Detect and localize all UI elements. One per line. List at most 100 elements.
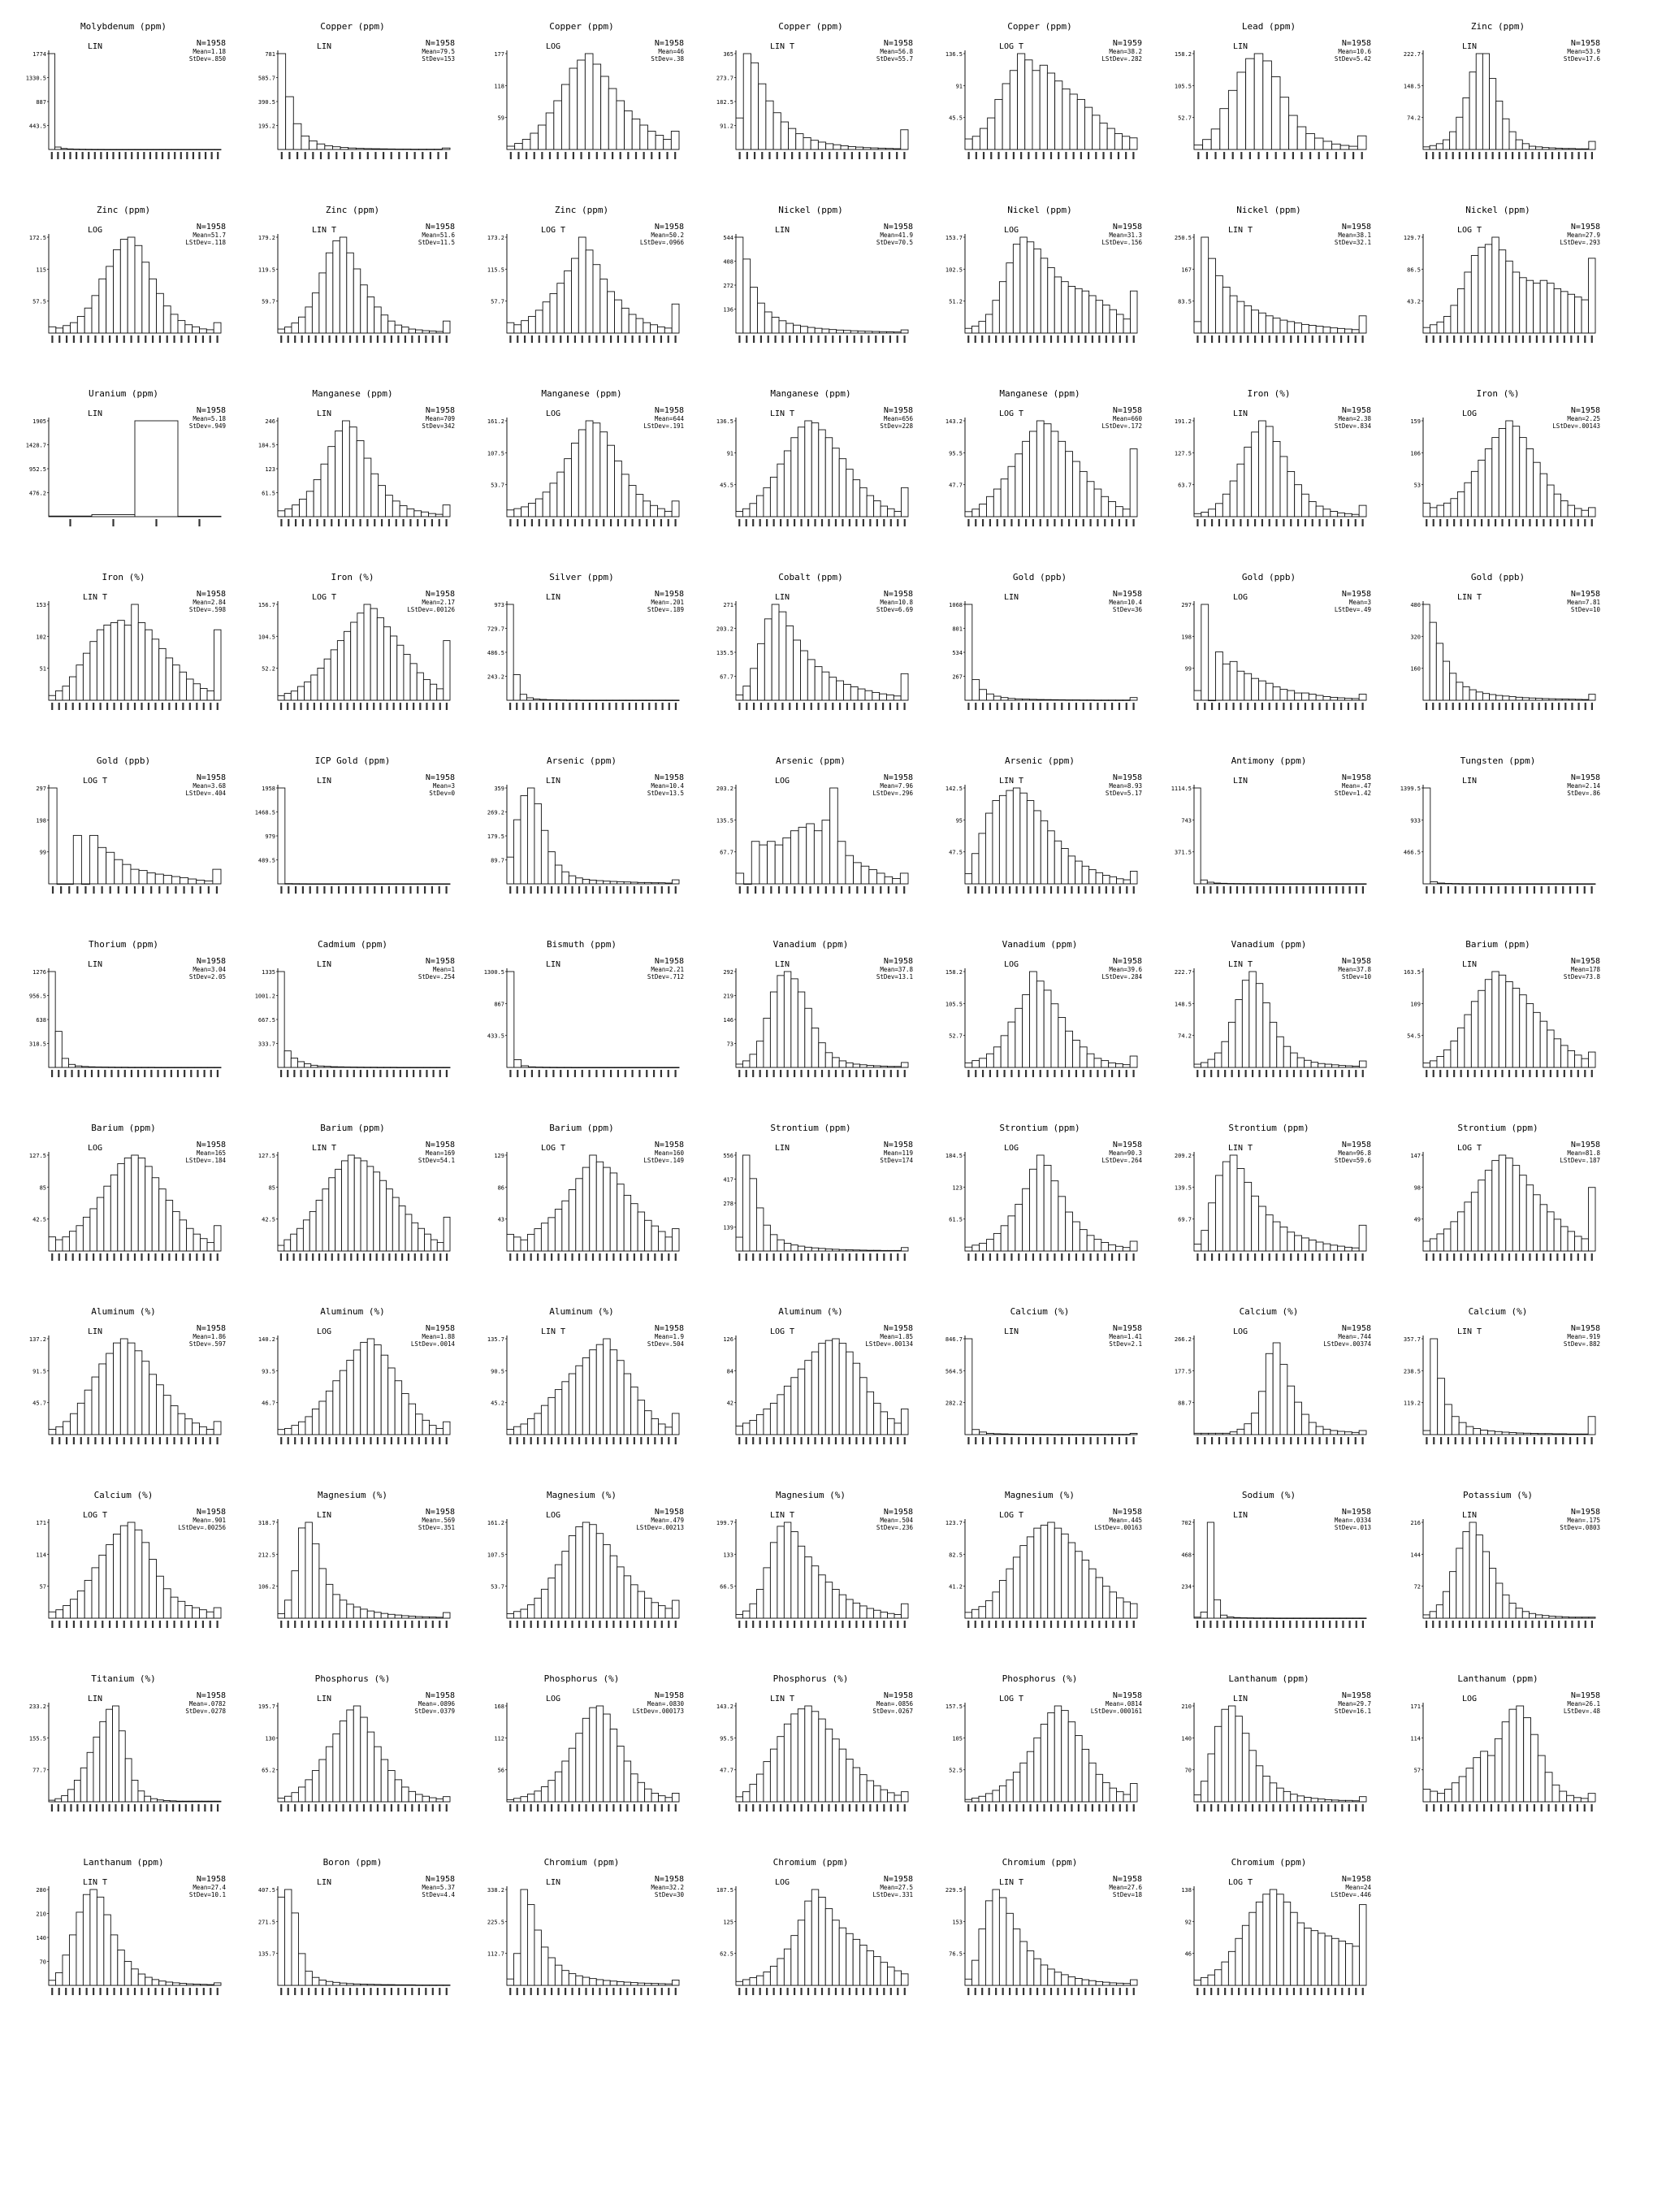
- mean-label: Mean=5.18: [193, 415, 226, 422]
- histogram-bar: [339, 1982, 348, 1986]
- histogram-bar: [119, 1338, 128, 1435]
- histogram-panel: Barium (ppm)LOG N=1958Mean=165LStDev=.184…: [29, 1123, 226, 1261]
- histogram-bar: [790, 1531, 798, 1619]
- histogram-bar: [1587, 1416, 1596, 1435]
- histogram-bar: [390, 1067, 398, 1068]
- histogram-bar: [363, 604, 371, 701]
- y-tick-label: 139.5: [1175, 1184, 1192, 1191]
- histogram-bar: [277, 971, 285, 1068]
- histogram-bar: [513, 1611, 521, 1619]
- histogram-bar: [1344, 328, 1352, 334]
- histogram-bar: [1430, 881, 1439, 885]
- histogram-bar: [804, 420, 812, 517]
- histogram-bar: [284, 883, 293, 885]
- histogram-bar: [1272, 686, 1281, 701]
- histogram-bar: [556, 471, 565, 517]
- histogram-bar: [1287, 1232, 1296, 1252]
- histogram-bar: [1040, 258, 1049, 334]
- histogram-bar: [172, 664, 180, 701]
- y-tick-label: 158.2: [946, 969, 963, 976]
- histogram-bar: [1115, 1063, 1123, 1068]
- stdev-label: StDev=342: [422, 422, 455, 430]
- histogram-bar: [1207, 1753, 1215, 1803]
- histogram-bar: [1484, 979, 1493, 1068]
- y-tick-label: 143.2: [716, 1703, 733, 1710]
- sample-count: N=1958: [426, 1691, 455, 1700]
- histogram-bar: [324, 145, 333, 150]
- histogram-bar: [813, 830, 823, 885]
- histogram-bar: [599, 279, 608, 334]
- histogram-bar: [1523, 1717, 1531, 1803]
- y-tick-label: 118: [494, 83, 504, 89]
- histogram-bar: [1047, 266, 1055, 334]
- stdev-label: LStDev=.00163: [1094, 1524, 1142, 1531]
- histogram-bar: [1208, 509, 1216, 517]
- histogram-bar: [1000, 478, 1009, 517]
- histogram-bar: [127, 1522, 136, 1619]
- histogram-bar: [123, 1158, 132, 1252]
- histogram-bar: [664, 327, 673, 334]
- histogram-bar: [651, 1793, 660, 1803]
- histogram-bar: [283, 1239, 292, 1252]
- histogram-bar: [1012, 787, 1021, 885]
- histogram-bar: [1050, 1003, 1059, 1068]
- y-tick-label: 106.2: [258, 1584, 275, 1591]
- histogram-bar: [624, 110, 633, 150]
- histogram-bar: [1246, 883, 1254, 885]
- histogram-bar: [1339, 145, 1350, 150]
- histogram-bar: [1019, 1762, 1028, 1803]
- y-tick-label: 433.5: [487, 1033, 504, 1040]
- histogram-bar: [1061, 281, 1069, 334]
- histogram-bar: [547, 1957, 556, 1986]
- y-tick-label: 54.5: [1407, 1033, 1421, 1040]
- stdev-label: StDev=.0379: [414, 1708, 455, 1715]
- histogram-bar: [1308, 325, 1317, 334]
- histogram-bar: [1559, 1433, 1568, 1435]
- sample-count: N=1958: [426, 1141, 455, 1149]
- histogram-bar: [184, 324, 193, 334]
- histogram-bar: [971, 1245, 980, 1252]
- histogram-bar: [964, 1612, 972, 1619]
- histogram-bar: [884, 876, 894, 885]
- histogram-bar: [96, 1197, 105, 1252]
- histogram-bar: [156, 292, 164, 334]
- histogram-bar: [346, 1983, 354, 1986]
- histogram-bar: [1429, 1611, 1437, 1619]
- histogram-panel: Vanadium (ppm)LIN N=1958Mean=37.8StDev=13…: [723, 939, 913, 1077]
- histogram-bar: [584, 53, 594, 150]
- y-tick-label: 173.2: [487, 235, 504, 241]
- histogram-bar: [1580, 1433, 1589, 1435]
- chart-title: Copper (ppm): [1007, 21, 1071, 32]
- histogram-bar: [1287, 690, 1296, 701]
- histogram-bar: [1533, 283, 1541, 334]
- histogram-bar: [339, 1599, 348, 1619]
- histogram-bar: [1101, 1241, 1110, 1252]
- histogram-bar: [1065, 699, 1073, 701]
- y-tick-label: 743: [1181, 817, 1192, 824]
- histogram-bar: [443, 1612, 451, 1619]
- histogram-bar: [1114, 133, 1123, 150]
- histogram-bar: [573, 699, 581, 701]
- histogram-bar: [171, 149, 179, 150]
- histogram-panel: Magnesium (%)LIN T N=1958Mean=.504StDev=.…: [716, 1490, 913, 1628]
- histogram-bar: [749, 1054, 757, 1068]
- histogram-bar: [1279, 1617, 1287, 1619]
- histogram-panel: Chromium (ppm)LIN T N=1958Mean=27.6StDev=…: [946, 1857, 1142, 1995]
- scale-label: LIN: [317, 1878, 331, 1887]
- histogram-panel: Silver (ppm)LIN N=1958Mean=.201StDev=.189…: [487, 572, 684, 710]
- histogram-bar: [764, 618, 772, 701]
- scale-label: LIN: [546, 593, 560, 602]
- histogram-bar: [1525, 1003, 1534, 1068]
- histogram-bar: [84, 307, 93, 334]
- histogram-bar: [1193, 1063, 1201, 1068]
- histogram-bar: [123, 1961, 132, 1986]
- histogram-bar: [992, 300, 1000, 334]
- histogram-bar: [380, 314, 389, 334]
- histogram-bar: [153, 149, 160, 150]
- y-tick-label: 153: [36, 602, 46, 608]
- histogram-bar: [48, 1429, 57, 1435]
- histogram-panel: Zinc (ppm)LIN N=1958Mean=53.9StDev=17.622…: [1404, 21, 1600, 159]
- histogram-bar: [114, 859, 123, 885]
- y-tick-label: 177: [494, 51, 504, 58]
- histogram-bar: [979, 128, 989, 150]
